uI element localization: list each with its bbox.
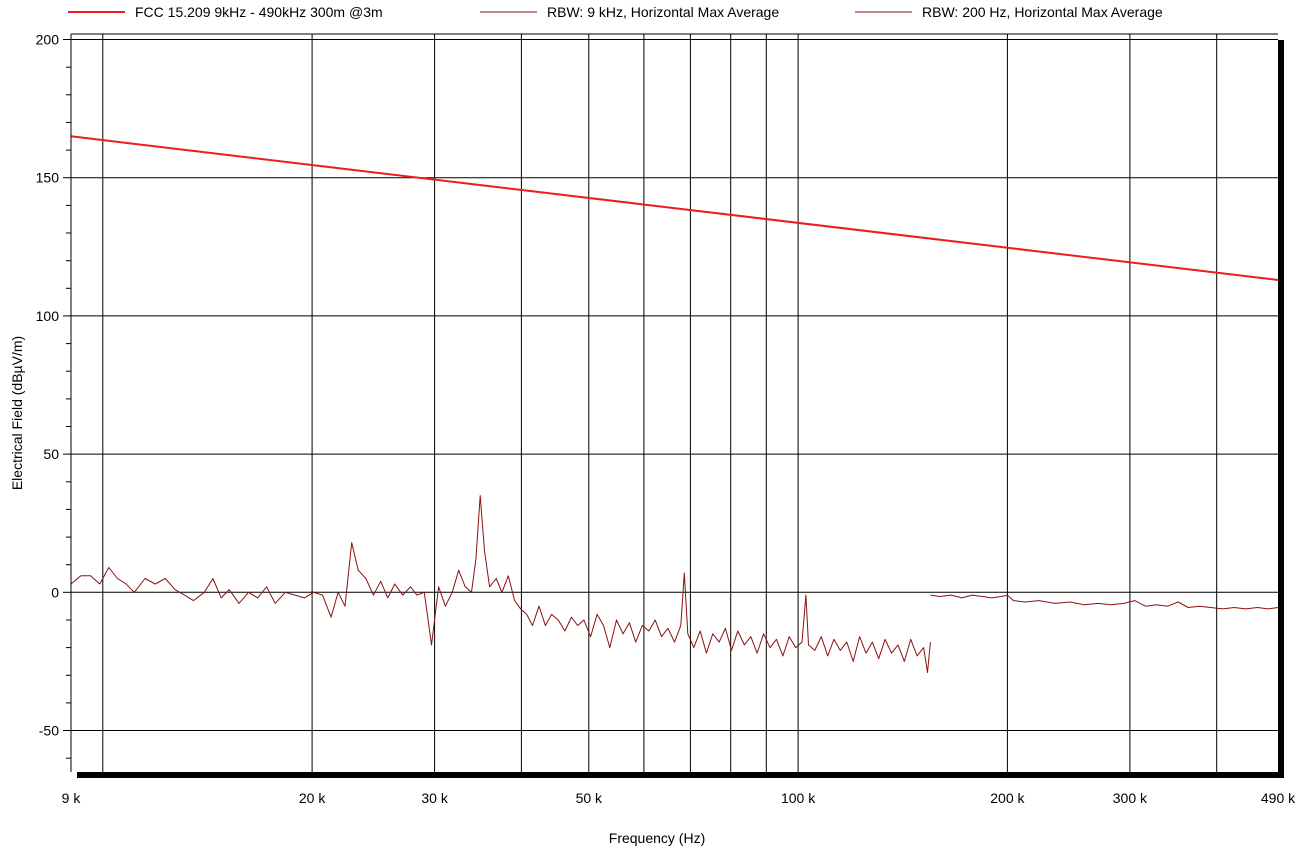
x-tick-label: 20 k bbox=[299, 790, 326, 806]
x-tick-label: 50 k bbox=[576, 790, 603, 806]
y-axis-ticks: -50 0 50 100 150 200 bbox=[36, 32, 71, 759]
series-line-1 bbox=[70, 135, 1279, 281]
series-group bbox=[70, 135, 1279, 673]
legend: FCC 15.209 9kHz - 490kHz 300m @3m RBW: 9 … bbox=[68, 4, 1163, 20]
series-line-2 bbox=[70, 495, 931, 673]
y-tick-label: 150 bbox=[36, 170, 60, 186]
right-frame-shadow bbox=[1278, 40, 1284, 778]
x-tick-label: 100 k bbox=[781, 790, 816, 806]
x-tick-label: 490 k bbox=[1261, 790, 1296, 806]
legend-label-3: RBW: 200 Hz, Horizontal Max Average bbox=[922, 4, 1163, 20]
plot-frame bbox=[70, 33, 1284, 778]
x-axis-title: Frequency (Hz) bbox=[609, 830, 705, 846]
x-tick-label: 30 k bbox=[421, 790, 448, 806]
x-tick-label: 300 k bbox=[1113, 790, 1148, 806]
x-axis-ticks: 9 k 20 k 30 k 50 k 100 k 200 k 300 k 490 k bbox=[62, 790, 1296, 806]
legend-label-1: FCC 15.209 9kHz - 490kHz 300m @3m bbox=[135, 4, 383, 20]
series-line-3 bbox=[930, 594, 1279, 610]
y-tick-label: 0 bbox=[51, 584, 59, 600]
y-axis-title: Electrical Field (dBµV/m) bbox=[9, 336, 25, 490]
bottom-frame-shadow bbox=[77, 772, 1284, 778]
grid-lines bbox=[71, 34, 1278, 772]
y-tick-label: 200 bbox=[36, 32, 60, 48]
y-tick-label: -50 bbox=[39, 723, 59, 739]
y-tick-label: 100 bbox=[36, 308, 60, 324]
y-tick-label: 50 bbox=[43, 446, 59, 462]
x-tick-label: 9 k bbox=[62, 790, 82, 806]
x-tick-label: 200 k bbox=[990, 790, 1025, 806]
legend-label-2: RBW: 9 kHz, Horizontal Max Average bbox=[547, 4, 779, 20]
